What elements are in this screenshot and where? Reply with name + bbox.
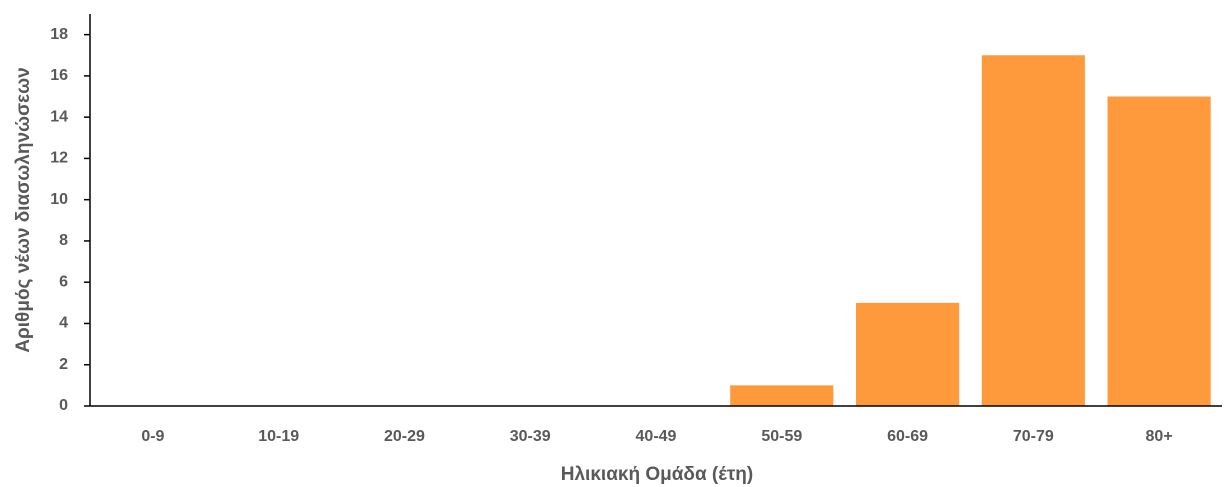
y-tick-label: 14: [50, 108, 68, 125]
y-tick-label: 18: [50, 26, 68, 43]
y-tick-label: 4: [59, 315, 68, 332]
x-tick-label: 40-49: [636, 428, 677, 445]
y-tick-label: 2: [59, 356, 68, 373]
y-tick-label: 8: [59, 232, 68, 249]
x-tick-label: 20-29: [384, 428, 425, 445]
bar: [1107, 96, 1211, 407]
y-tick-label: 0: [59, 397, 68, 414]
y-tick-label: 10: [50, 191, 68, 208]
x-tick-label: 10-19: [258, 428, 299, 445]
x-tick-label: 0-9: [141, 428, 164, 445]
x-tick-label: 50-59: [761, 428, 802, 445]
y-axis-label: Αριθμός νέων διασωληνώσεων: [13, 67, 34, 352]
x-tick-label: 30-39: [510, 428, 551, 445]
x-tick-label: 80+: [1146, 428, 1173, 445]
bar: [730, 385, 834, 406]
x-axis-label: Ηλικιακή Ομάδα (έτη): [561, 464, 753, 485]
y-tick-label: 12: [50, 150, 68, 167]
bar: [855, 302, 960, 406]
bar: [981, 55, 1085, 407]
y-tick-label: 16: [50, 67, 68, 84]
x-tick-label: 60-69: [887, 428, 928, 445]
x-tick-label: 70-79: [1013, 428, 1054, 445]
y-tick-label: 6: [59, 273, 68, 290]
